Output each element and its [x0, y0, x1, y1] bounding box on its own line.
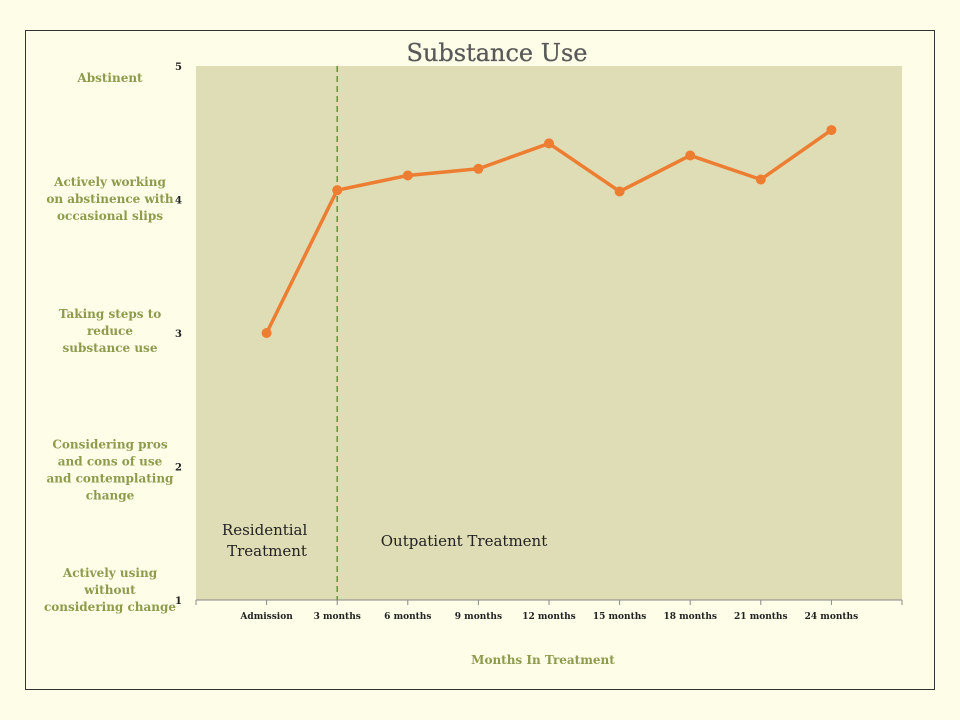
data-point — [402, 170, 413, 181]
annotation-residential: Residential Treatment — [222, 521, 312, 560]
data-point — [332, 185, 343, 196]
x-tick-label: 3 months — [314, 612, 361, 622]
y-level-labels: Actively using without considering change C… — [44, 71, 176, 614]
x-tick-label: Admission — [239, 612, 293, 622]
data-point — [473, 163, 484, 174]
y-tick-label: 1 — [175, 596, 182, 607]
y-axis-ticks: 1 2 3 4 5 — [175, 62, 182, 607]
y-tick-label: 5 — [175, 62, 182, 73]
series-line — [261, 125, 837, 338]
y-level-label: Taking steps to reduce substance use — [59, 307, 162, 355]
y-level-label: Abstinent — [76, 71, 143, 85]
y-tick-label: 3 — [175, 329, 182, 340]
y-level-label: Actively using without considering change — [44, 566, 176, 614]
data-point — [261, 328, 272, 338]
data-point — [755, 174, 766, 185]
x-tick-label: 6 months — [384, 612, 431, 622]
y-tick-label: 2 — [175, 463, 182, 474]
x-axis-label: Months In Treatment — [471, 653, 615, 667]
annotation-outpatient: Outpatient Treatment — [381, 532, 548, 550]
chart-title: Substance Use — [406, 39, 587, 67]
x-tick-label: 12 months — [522, 612, 576, 622]
x-tick-label: 24 months — [805, 612, 859, 622]
y-level-label: Considering pros and cons of use and conte… — [47, 438, 175, 503]
y-tick-label: 4 — [175, 196, 182, 207]
x-tick-label: 9 months — [455, 612, 502, 622]
x-tick-label: 15 months — [593, 612, 647, 622]
plot-area — [196, 66, 902, 600]
y-level-label: Actively working on abstinence with occasi… — [46, 175, 174, 223]
data-point — [685, 150, 696, 161]
x-tick-label: 18 months — [663, 612, 717, 622]
x-axis: Admission 3 months 6 months 9 months 12 mont… — [195, 599, 903, 622]
data-point — [614, 186, 625, 197]
data-point — [544, 138, 554, 149]
data-point — [826, 125, 837, 136]
x-tick-label: 21 months — [734, 612, 788, 622]
